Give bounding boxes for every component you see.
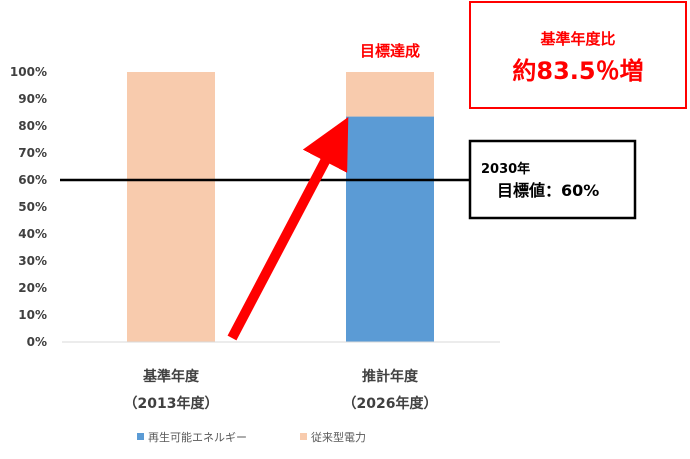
achievement-label: 目標達成	[360, 42, 420, 60]
category-labels: 基準年度 （2013年度） 推計年度 （2026年度）	[124, 368, 438, 412]
y-tick-label: 70%	[18, 146, 47, 160]
increase-badge: 基準年度比 約83.5％増	[469, 1, 687, 109]
target-value-label: 目標値：60%	[497, 181, 599, 200]
y-tick-label: 20%	[18, 281, 47, 295]
y-tick-label: 40%	[18, 227, 47, 241]
legend: 再生可能エネルギー 従来型電力	[137, 430, 366, 444]
y-tick-label: 30%	[18, 254, 47, 268]
bar-segment-conventional	[127, 72, 215, 342]
bar-segment-renewable	[346, 116, 434, 342]
y-tick-label: 50%	[18, 200, 47, 214]
y-tick-label: 10%	[18, 308, 47, 322]
y-tick-label: 80%	[18, 119, 47, 133]
target-year-label: 2030年	[481, 161, 530, 177]
bars	[127, 72, 434, 342]
y-tick-label: 90%	[18, 92, 47, 106]
category-label: 推計年度	[362, 368, 419, 385]
badge-line2: 約83.5％増	[512, 57, 643, 85]
target-box: 2030年 目標値：60%	[468, 139, 637, 220]
y-tick-label: 100%	[10, 65, 47, 79]
legend-swatch	[300, 433, 307, 440]
category-label: （2026年度）	[343, 395, 438, 412]
bar-segment-conventional	[346, 72, 434, 117]
y-tick-label: 0%	[27, 335, 47, 349]
category-label: （2013年度）	[124, 395, 219, 412]
legend-label: 再生可能エネルギー	[148, 430, 247, 444]
legend-swatch	[137, 433, 144, 440]
y-tick-label: 60%	[18, 173, 47, 187]
y-axis-ticks: 0% 10% 20% 30% 40% 50% 60% 70% 80% 90% 100%	[10, 65, 47, 349]
badge-line1: 基準年度比	[539, 30, 615, 48]
legend-label: 従来型電力	[311, 430, 366, 444]
category-label: 基準年度	[143, 368, 200, 385]
trend-arrow-icon	[227, 117, 349, 341]
